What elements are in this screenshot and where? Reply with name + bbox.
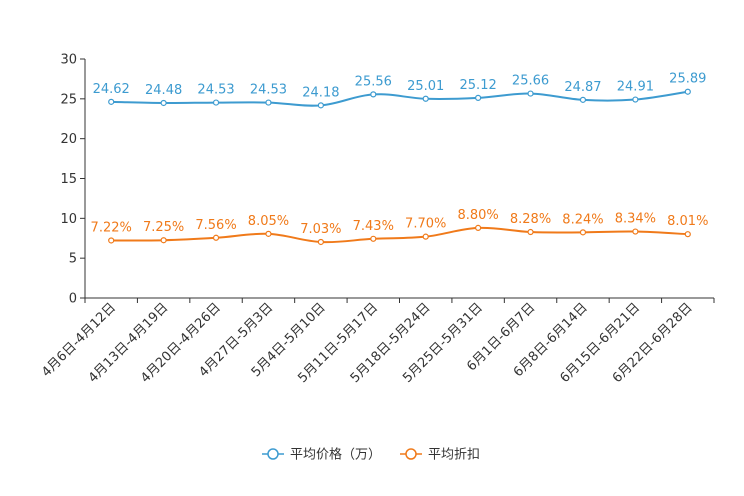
data-point bbox=[422, 95, 429, 102]
data-point bbox=[160, 237, 167, 244]
data-point bbox=[160, 99, 167, 107]
data-label: 7.70% bbox=[405, 217, 446, 232]
data-point bbox=[684, 231, 691, 238]
data-point bbox=[212, 234, 220, 241]
data-point bbox=[579, 96, 587, 103]
data-point bbox=[632, 96, 639, 103]
y-tick-label: 10 bbox=[60, 212, 77, 227]
data-label: 25.66 bbox=[512, 74, 549, 89]
data-point bbox=[265, 230, 272, 237]
data-label: 7.25% bbox=[143, 220, 184, 235]
legend-label: 平均价格（万） bbox=[290, 447, 381, 463]
data-label: 24.48 bbox=[145, 83, 182, 98]
data-point bbox=[370, 235, 377, 242]
data-point bbox=[475, 224, 482, 231]
data-point bbox=[317, 238, 324, 246]
data-point bbox=[475, 94, 482, 101]
data-label: 8.05% bbox=[248, 214, 289, 229]
data-label: 25.89 bbox=[669, 72, 706, 87]
legend-marker bbox=[405, 448, 417, 460]
legend-item-2: 平均折扣 bbox=[400, 448, 480, 463]
data-label: 8.34% bbox=[615, 212, 656, 227]
data-point bbox=[684, 88, 691, 95]
data-point bbox=[212, 99, 220, 106]
data-point bbox=[527, 90, 534, 97]
chart-legend: 平均价格（万） 平均折扣 bbox=[262, 447, 480, 463]
data-label: 7.43% bbox=[353, 219, 394, 234]
data-label: 24.53 bbox=[250, 83, 287, 98]
data-point bbox=[108, 237, 115, 244]
data-point bbox=[422, 233, 429, 240]
data-label: 25.12 bbox=[460, 78, 497, 93]
y-tick-label: 15 bbox=[60, 172, 77, 187]
y-tick-label: 25 bbox=[60, 92, 77, 107]
legend-label: 平均折扣 bbox=[428, 448, 480, 463]
data-label: 24.18 bbox=[302, 85, 339, 100]
data-label: 24.87 bbox=[564, 80, 601, 95]
data-label: 25.56 bbox=[355, 74, 392, 89]
data-point bbox=[108, 98, 115, 105]
data-label: 24.62 bbox=[93, 82, 130, 97]
data-label: 8.24% bbox=[562, 212, 603, 227]
data-label: 25.01 bbox=[407, 79, 444, 94]
series-1: 24.62 24.48 24.53 24.53 24.18 25.56 25.01 25.12… bbox=[93, 72, 706, 109]
y-tick-label: 0 bbox=[69, 292, 77, 307]
data-label: 24.53 bbox=[197, 83, 234, 98]
data-label: 7.03% bbox=[300, 222, 341, 237]
data-point bbox=[265, 99, 272, 106]
series-line bbox=[111, 226, 688, 244]
data-label: 8.80% bbox=[457, 208, 498, 223]
data-label: 24.91 bbox=[617, 80, 654, 95]
data-label: 7.56% bbox=[195, 218, 236, 233]
data-label: 7.22% bbox=[91, 220, 132, 235]
data-point bbox=[632, 228, 639, 235]
data-point bbox=[370, 91, 377, 98]
y-tick-label: 20 bbox=[60, 132, 77, 147]
legend-item-1: 平均价格（万） bbox=[262, 447, 381, 463]
data-label: 8.28% bbox=[510, 212, 551, 227]
data-point bbox=[579, 229, 587, 236]
data-label: 8.01% bbox=[667, 214, 708, 229]
chart-series: 24.62 24.48 24.53 24.53 24.18 25.56 25.01 25.12… bbox=[91, 72, 708, 246]
y-tick-label: 5 bbox=[69, 252, 77, 267]
data-point bbox=[317, 102, 324, 109]
data-point bbox=[527, 228, 534, 236]
legend-marker bbox=[267, 448, 279, 460]
y-tick-label: 30 bbox=[60, 53, 77, 68]
series-line bbox=[111, 90, 688, 107]
series-2: 7.22% 7.25% 7.56% 8.05% 7.03% 7.43% 7.70% 8.80%… bbox=[91, 208, 708, 246]
